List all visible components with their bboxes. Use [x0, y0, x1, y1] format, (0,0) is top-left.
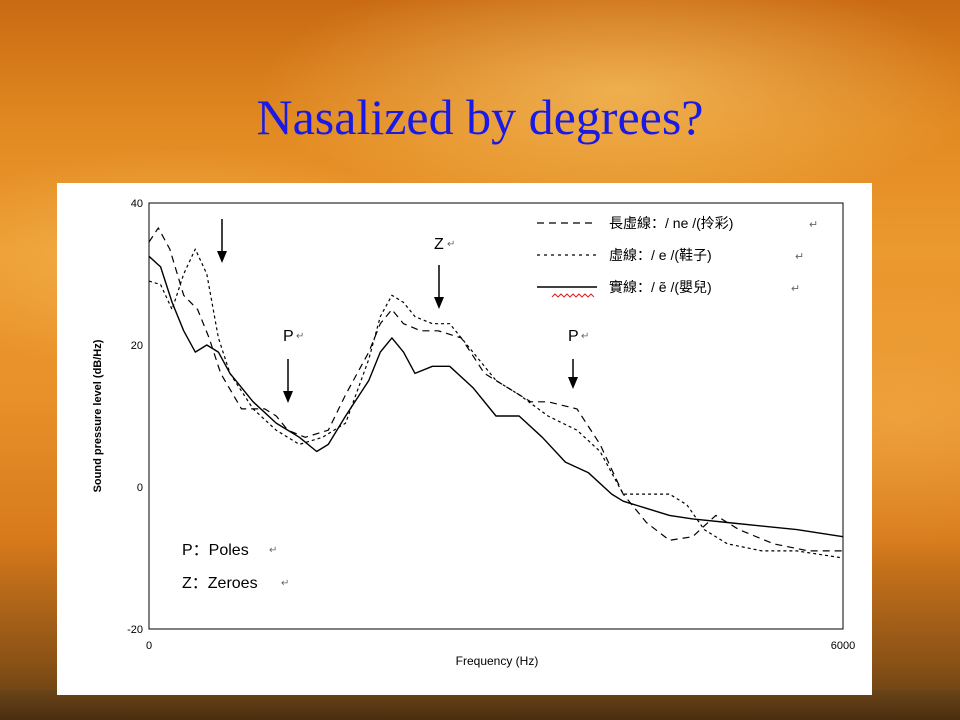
series-line-short-dash [148, 248, 844, 559]
y-axis-title: Sound pressure level (dB/Hz) [92, 339, 104, 492]
arrow-p-left [283, 359, 293, 403]
legend-label: 長虛線：/ ne /(拎彩) [609, 215, 733, 231]
paragraph-mark-icon: ↵ [795, 251, 804, 263]
legend-label: 實線：/ ẽ /(嬰兒) [609, 279, 712, 295]
legend: 長虛線：/ ne /(拎彩) ↵ 虛線：/ e /(鞋子) ↵ 實線：/ ẽ /… [537, 215, 818, 298]
chart-panel: 40 20 0 -20 0 6000 Frequency (Hz) Sound … [57, 183, 872, 695]
plot-frame [148, 202, 844, 630]
ground-strip [0, 690, 960, 720]
series-layer [148, 227, 844, 559]
y-tick-label: -20 [127, 624, 143, 636]
x-axis-title: Frequency (Hz) [456, 654, 539, 668]
legend-label: 虛線：/ e /(鞋子) [609, 247, 712, 263]
annotation-label: P [568, 328, 579, 345]
paragraph-mark-icon: ↵ [809, 219, 818, 231]
annotation-label: Z [434, 236, 444, 253]
slide-title: Nasalized by degrees? [256, 89, 704, 145]
arrow-p-right [568, 359, 578, 389]
paragraph-mark-icon: ↵ [269, 545, 277, 556]
paragraph-mark-icon: ↵ [281, 578, 289, 589]
annotation-label: P [283, 328, 294, 345]
paragraph-mark-icon: ↵ [447, 239, 455, 250]
y-tick-label: 20 [131, 340, 143, 352]
spellcheck-squiggle [551, 293, 595, 298]
paragraph-mark-icon: ↵ [581, 331, 589, 342]
series-line-solid [148, 255, 844, 538]
paragraph-mark-icon: ↵ [791, 283, 800, 295]
spectrum-chart: 40 20 0 -20 0 6000 Frequency (Hz) Sound … [92, 198, 855, 668]
note-zeroes: Z：Zeroes [182, 575, 258, 592]
x-tick-label: 6000 [831, 640, 855, 652]
y-tick-label: 40 [131, 198, 143, 210]
series-line-long-dash [148, 227, 843, 552]
note-poles: P：Poles [182, 542, 249, 559]
arrow-z [434, 265, 444, 309]
arrow-p-left [217, 219, 227, 263]
paragraph-mark-icon: ↵ [296, 331, 304, 342]
y-tick-label: 0 [137, 482, 143, 494]
x-tick-label: 0 [146, 640, 152, 652]
